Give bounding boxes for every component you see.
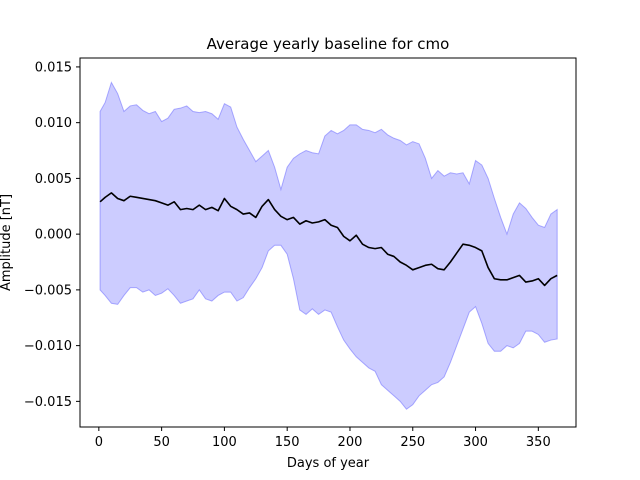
x-tick-label: 0 bbox=[95, 435, 103, 450]
y-tick-label: 0.005 bbox=[35, 172, 72, 187]
y-tick-label: −0.005 bbox=[24, 283, 72, 298]
x-tick-label: 100 bbox=[212, 435, 237, 450]
mean-baseline-line bbox=[99, 192, 558, 287]
y-tick-label: −0.015 bbox=[24, 395, 72, 410]
x-tick-label: 150 bbox=[275, 435, 300, 450]
axes-frame bbox=[79, 57, 577, 428]
x-tick-label: 300 bbox=[463, 435, 488, 450]
y-axis-label: Amplitude [nT] bbox=[0, 194, 14, 291]
axis-ticks: 0 50 100 150 200 250 300 350 −0.015 −0.010 −0.005 0… bbox=[24, 60, 551, 450]
x-axis-label: Days of year bbox=[287, 456, 370, 471]
y-tick-label: 0.015 bbox=[35, 60, 72, 75]
plot-area bbox=[99, 81, 558, 410]
y-tick-label: 0.000 bbox=[35, 228, 72, 243]
y-tick-label: 0.010 bbox=[35, 116, 72, 131]
y-tick-label: −0.010 bbox=[24, 339, 72, 354]
confidence-band bbox=[99, 81, 558, 410]
x-tick-label: 50 bbox=[153, 435, 170, 450]
x-tick-label: 350 bbox=[526, 435, 551, 450]
x-tick-label: 250 bbox=[400, 435, 425, 450]
chart-title: Average yearly baseline for cmo bbox=[207, 35, 450, 53]
x-tick-label: 200 bbox=[338, 435, 363, 450]
